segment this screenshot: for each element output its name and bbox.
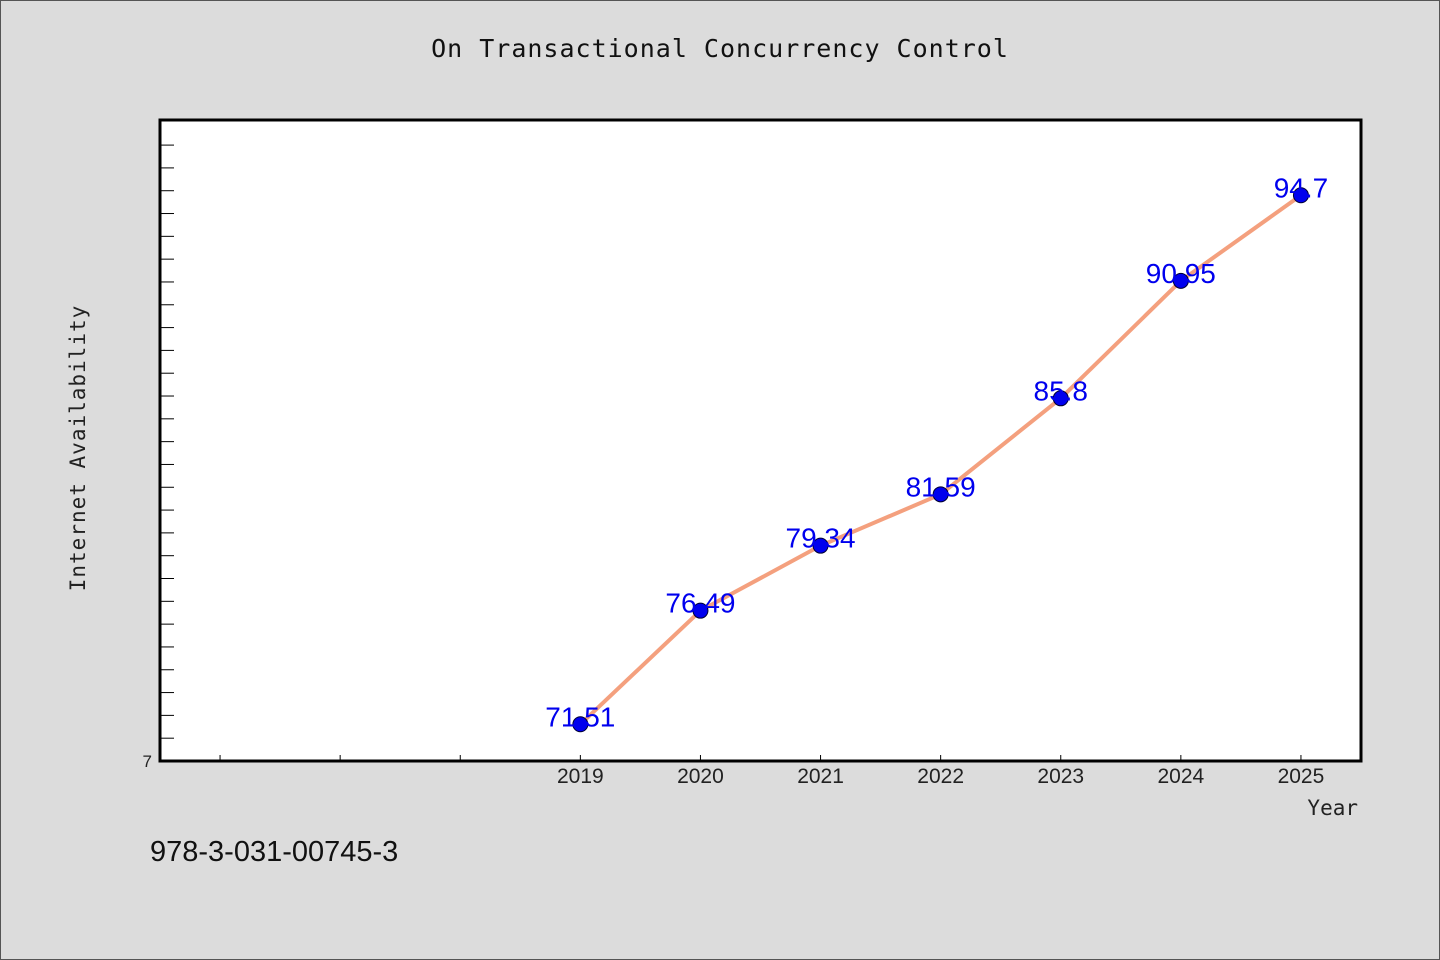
data-label: 71.51 — [545, 701, 615, 732]
y-axis-ticks — [160, 144, 174, 739]
data-point — [1172, 272, 1189, 289]
footer-isbn: 978-3-031-00745-3 — [150, 836, 399, 868]
data-point — [692, 602, 709, 619]
x-tick-label: 2020 — [677, 765, 724, 788]
chart-title: On Transactional Concurrency Control — [431, 34, 1009, 63]
data-label: 94.7 — [1274, 172, 1329, 203]
data-label: 81.59 — [906, 471, 976, 502]
data-point — [932, 486, 949, 503]
x-tick-labels: 2019 2020 2021 2022 2023 2024 2025 — [557, 765, 1324, 788]
data-point — [1292, 187, 1309, 204]
series-markers — [572, 187, 1309, 733]
x-tick-label: 2024 — [1157, 765, 1204, 788]
x-axis-ticks — [219, 755, 1302, 761]
data-labels: 71.51 76.49 79.34 81.59 85.8 90.95 94.7 — [545, 172, 1328, 732]
x-tick-label: 2025 — [1278, 765, 1325, 788]
x-tick-label: 2019 — [557, 765, 604, 788]
data-point — [812, 537, 829, 554]
x-tick-label: 2021 — [797, 765, 844, 788]
y-tick-label: 7 — [143, 752, 152, 771]
data-point — [1052, 390, 1069, 407]
data-point — [572, 716, 589, 733]
x-tick-label: 2022 — [917, 765, 964, 788]
x-axis-label: Year — [1307, 796, 1358, 820]
plot-area — [158, 118, 1363, 763]
data-label: 76.49 — [665, 588, 735, 619]
x-tick-label: 2023 — [1037, 765, 1084, 788]
data-label: 85.8 — [1034, 375, 1089, 406]
data-label: 90.95 — [1146, 258, 1216, 289]
data-label: 79.34 — [786, 523, 856, 554]
y-axis-label: Internet Availability — [66, 304, 90, 592]
